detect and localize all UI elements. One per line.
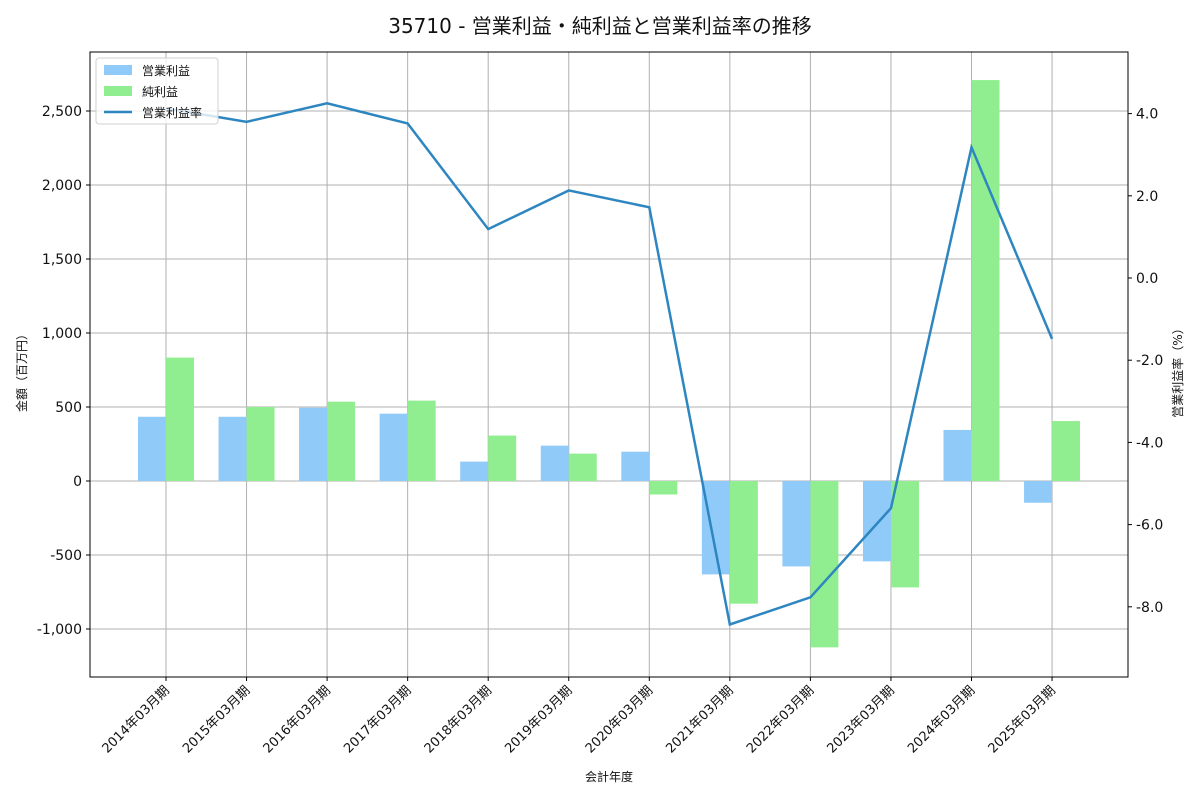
x-tick-label: 2021年03月期 (663, 683, 736, 756)
tick-label: 0 (73, 474, 82, 490)
bar-net-profit (488, 435, 517, 481)
bar-operating-profit (1024, 481, 1053, 503)
bar-operating-profit (460, 461, 489, 481)
tick-label: 2,000 (42, 178, 82, 194)
bar-net-profit (1052, 421, 1081, 481)
bar-operating-profit (540, 445, 569, 481)
tick-label: -6.0 (1136, 518, 1163, 534)
bar-operating-profit (943, 429, 972, 481)
chart-title: 35710 - 営業利益・純利益と営業利益率の推移 (388, 14, 812, 38)
x-tick-label: 2014年03月期 (100, 683, 173, 756)
bar-net-profit (890, 481, 919, 588)
x-tick-label: 2017年03月期 (341, 683, 414, 756)
bar-operating-profit (782, 481, 811, 567)
tick-label: 2,500 (42, 104, 82, 120)
tick-label: 500 (55, 400, 82, 416)
bar-net-profit (246, 407, 275, 481)
plot-frame (89, 51, 1129, 678)
tick-label: 4.0 (1136, 107, 1158, 123)
line-series (165, 102, 1054, 627)
legend-label: 営業利益率 (142, 105, 202, 120)
tick-label: 0.0 (1136, 271, 1158, 287)
x-tick-label: 2023年03月期 (824, 683, 897, 756)
bar-net-profit (810, 481, 839, 648)
bar-operating-profit (299, 407, 328, 481)
bar-net-profit (649, 481, 678, 495)
tick-label: -4.0 (1136, 435, 1163, 451)
tick-label: 2.0 (1136, 189, 1158, 205)
legend-label: 純利益 (142, 85, 178, 99)
legend-swatch (104, 86, 132, 96)
tick-label: -500 (50, 548, 82, 564)
operating-margin-line (165, 102, 1054, 627)
x-tick-label: 2016年03月期 (261, 683, 334, 756)
x-tick-label: 2018年03月期 (422, 683, 495, 756)
bar-net-profit (971, 80, 1000, 482)
x-tick-label: 2022年03月期 (744, 683, 817, 756)
bar-operating-profit (138, 416, 166, 481)
right-axis-ticks: -8.0 -6.0 -4.0 -2.0 0.0 2.0 4.0 (1128, 107, 1163, 616)
bar-net-profit (407, 400, 436, 481)
tick-label: -8.0 (1136, 600, 1163, 616)
x-tick-label: 2024年03月期 (905, 683, 978, 756)
tick-label: 1,000 (42, 326, 82, 342)
tick-label: 1,500 (42, 252, 82, 268)
x-tick-label: 2019年03月期 (502, 683, 575, 756)
x-tick-label: 2025年03月期 (986, 683, 1059, 756)
legend-swatch (104, 65, 132, 75)
bar-operating-profit (701, 481, 730, 575)
bar-operating-profit (379, 413, 408, 481)
legend-label: 営業利益 (142, 64, 190, 78)
bar-net-profit (568, 453, 597, 481)
bar-net-profit (166, 357, 194, 481)
axes (89, 51, 1129, 678)
y2-axis-label: 営業利益率（%） (1170, 322, 1185, 417)
x-axis-ticks: 2014年03月期 2015年03月期 2016年03月期 2017年03月期 2018… (100, 677, 1059, 757)
x-axis-label: 会計年度 (585, 769, 633, 784)
bar-series (138, 80, 1081, 648)
x-tick-label: 2020年03月期 (583, 683, 656, 756)
bar-operating-profit (621, 451, 650, 481)
bar-net-profit (327, 401, 356, 481)
bar-net-profit (729, 481, 758, 604)
tick-label: -1,000 (37, 622, 82, 638)
left-axis-ticks: -1,000 -500 0 500 1,000 1,500 2,000 2,500 (37, 104, 90, 638)
tick-label: -2.0 (1136, 353, 1163, 369)
y-axis-label: 金額（百万円） (14, 328, 29, 412)
x-tick-label: 2015年03月期 (180, 683, 253, 756)
bar-operating-profit (218, 416, 247, 481)
bar-operating-profit (862, 481, 891, 562)
